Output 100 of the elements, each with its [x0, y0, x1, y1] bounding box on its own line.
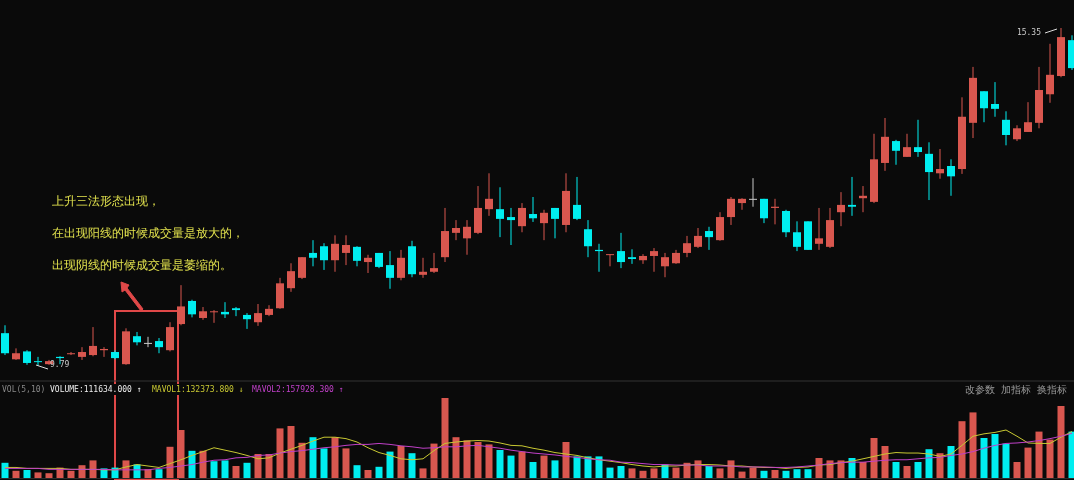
- candlestick: [485, 172, 493, 217]
- bar: [232, 466, 240, 478]
- text: 换指标: [1037, 384, 1067, 395]
- candlestick: [925, 141, 933, 201]
- candlestick: [705, 226, 713, 251]
- bar: [980, 438, 988, 478]
- bar: [375, 466, 383, 478]
- bar: [958, 421, 966, 478]
- candlestick: [177, 284, 185, 326]
- bar: [309, 437, 317, 478]
- candlestick: [529, 196, 537, 223]
- candlestick: [903, 133, 911, 158]
- candlestick: [892, 139, 900, 166]
- candlestick: [837, 191, 845, 227]
- bar: [518, 451, 526, 478]
- candlestick: [947, 158, 955, 197]
- bar: [474, 442, 482, 478]
- bar: [760, 470, 768, 478]
- bar: [584, 456, 592, 478]
- candlestick: [848, 176, 856, 217]
- bar: [177, 430, 185, 478]
- candlestick: [1046, 43, 1054, 104]
- bar: [320, 448, 328, 478]
- candlestick: [980, 90, 988, 123]
- candlestick: [991, 81, 999, 118]
- candlestick: [155, 337, 163, 354]
- bar: [540, 455, 548, 478]
- bar: [210, 461, 218, 478]
- bar: [969, 412, 977, 478]
- candlestick: [386, 250, 394, 290]
- candlestick: [232, 306, 240, 317]
- bar: [859, 462, 867, 478]
- bar: [804, 469, 812, 478]
- candlestick: [694, 227, 702, 249]
- bar: [705, 466, 713, 478]
- text: 改参数: [965, 384, 995, 395]
- candlestick: [254, 303, 262, 327]
- bar: [573, 456, 581, 478]
- candlestick: [573, 176, 581, 221]
- candlestick: [320, 242, 328, 271]
- bar: [342, 448, 350, 478]
- bar: [672, 467, 680, 478]
- bar: [991, 434, 999, 478]
- bar: [738, 471, 746, 478]
- candlestick: [243, 312, 251, 330]
- candlestick: [34, 356, 42, 367]
- bar: [782, 470, 790, 478]
- bar: [716, 468, 724, 478]
- candlestick: [496, 186, 504, 238]
- candlestick: [518, 202, 526, 233]
- bar: [496, 450, 504, 478]
- text: VOL(5,10): [2, 385, 46, 394]
- bar: [903, 466, 911, 478]
- bar: [914, 462, 922, 478]
- bar: [386, 451, 394, 478]
- annotation: 上升三法形态出现，: [52, 194, 160, 208]
- bar: [507, 455, 515, 478]
- candlestick: [199, 306, 207, 321]
- candlestick: [628, 248, 636, 265]
- candlestick: [815, 207, 823, 251]
- bar: [243, 462, 251, 478]
- bar: [837, 460, 845, 478]
- bar: [485, 444, 493, 478]
- candlestick: [287, 262, 295, 293]
- bar: [562, 442, 570, 478]
- candlestick: [507, 207, 515, 246]
- candlestick: [1024, 101, 1032, 133]
- candlestick: [716, 211, 724, 242]
- annotation: 出现阴线的时候成交量是萎缩的。: [52, 258, 232, 272]
- bar: [364, 470, 372, 478]
- bar: [188, 450, 196, 478]
- bar: [353, 465, 361, 478]
- bar: [155, 469, 163, 478]
- candlestick: [749, 177, 757, 208]
- bar: [815, 458, 823, 478]
- bar: [430, 443, 438, 478]
- candlestick: [639, 253, 647, 265]
- candlestick: [584, 219, 592, 258]
- bar: [1035, 431, 1043, 478]
- bar: [639, 470, 647, 478]
- candlestick: [606, 253, 614, 267]
- annotation: 在出现阳线的时候成交量是放大的，: [52, 226, 244, 240]
- bar: [1057, 406, 1065, 478]
- bar: [1013, 462, 1021, 478]
- candlestick: [793, 220, 801, 252]
- bar: [793, 469, 801, 478]
- candlestick: [353, 245, 361, 267]
- bar: [1046, 439, 1054, 478]
- candlestick: [419, 257, 427, 279]
- candlestick: [914, 119, 922, 158]
- bar: [892, 462, 900, 478]
- candlestick: [683, 235, 691, 258]
- bar: [254, 454, 262, 478]
- candlestick: [936, 148, 944, 180]
- candlestick: [342, 234, 350, 266]
- bar: [78, 465, 86, 478]
- bar: [199, 450, 207, 478]
- bar: [628, 468, 636, 478]
- candlestick: [430, 252, 438, 274]
- text: VOLUME:111634.000 ↑: [50, 385, 142, 394]
